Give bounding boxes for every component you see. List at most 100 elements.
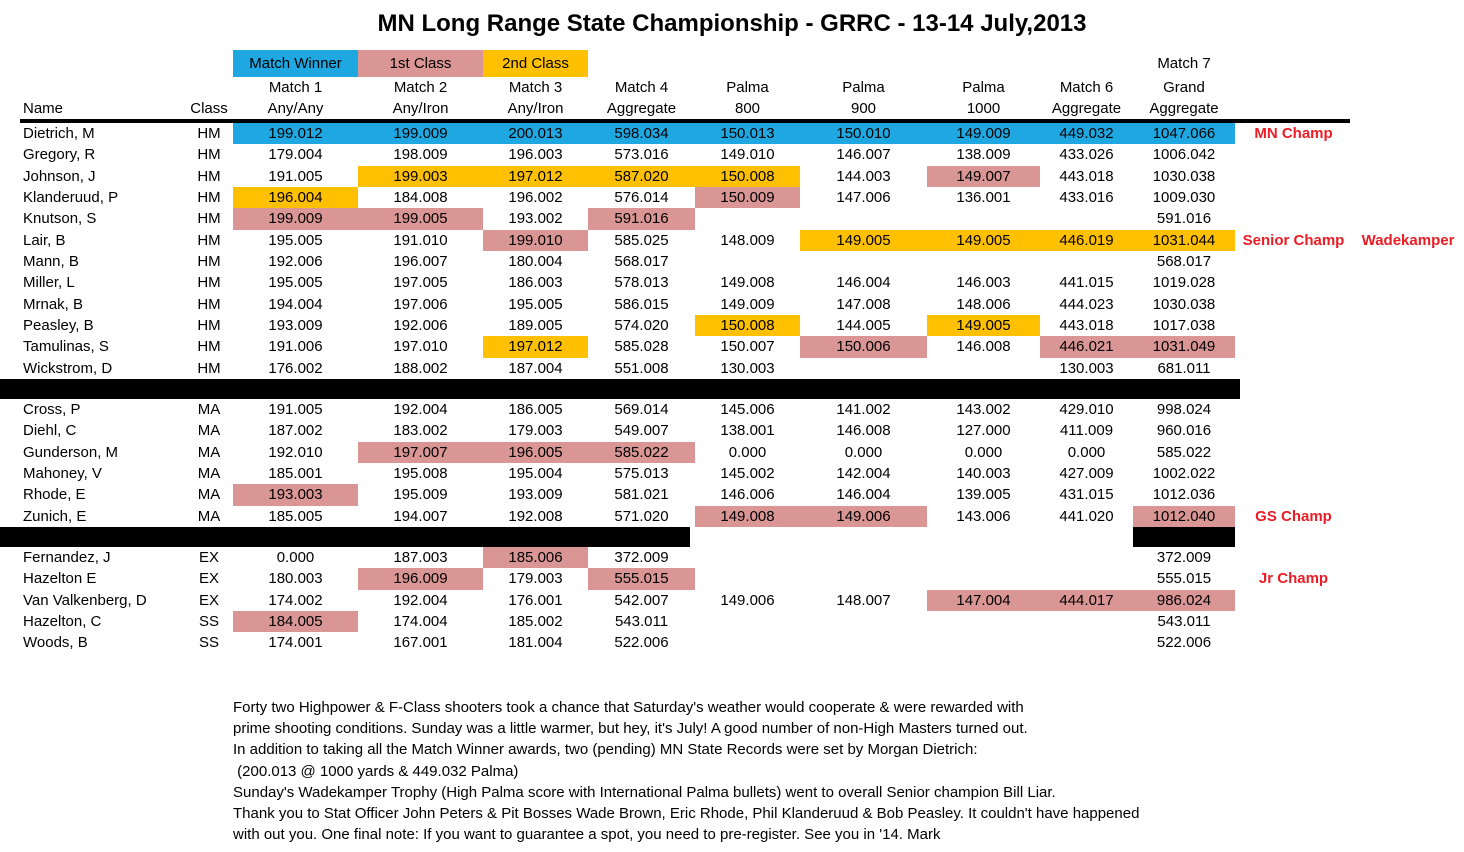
cell-score: 1012.040: [1133, 505, 1235, 527]
spacer: [1235, 144, 1352, 165]
cell-score: 446.019: [1040, 229, 1133, 251]
cell-score: [1040, 547, 1133, 568]
cell-score: 0.000: [728, 443, 767, 461]
cell-score: 200.013: [483, 123, 588, 145]
cell-score: 144.003: [836, 167, 891, 185]
cell-score: [800, 547, 927, 568]
table-row: Hazelton E EX 180.003 196.009 179.003 555.015…: [0, 568, 1464, 590]
cell-score: 192.004: [393, 591, 448, 609]
cell-score: 1002.022: [1152, 464, 1216, 482]
cell-class: HM: [197, 295, 221, 313]
cell-score: 191.005: [268, 400, 323, 418]
cell-score: [695, 632, 800, 653]
cell-score: 187.002: [268, 422, 323, 440]
cell-score: 148.007: [836, 591, 891, 609]
cell-shooter-name: Klanderuud, P: [23, 188, 119, 206]
cell-score: 196.004: [233, 186, 358, 209]
table-row: Woods, B SS 174.001 167.001 181.004 522.006 52…: [0, 632, 1464, 653]
cell-score: 585.028: [614, 338, 669, 356]
spacer: [1235, 336, 1352, 357]
footer-line: In addition to taking all the Match Winn…: [233, 741, 978, 759]
cell-score: 147.006: [836, 188, 891, 206]
column-header: Match 4: [614, 79, 669, 96]
table-row: Dietrich, M HM 199.012 199.009 200.013 598.03…: [0, 123, 1464, 145]
cell-score: 444.023: [1059, 295, 1114, 313]
cell-score: 549.007: [614, 422, 669, 440]
cell-score: 0.000: [276, 548, 315, 566]
cell-score: 130.003: [720, 359, 775, 377]
cell-score: 1009.030: [1152, 188, 1216, 206]
cell-score: 149.007: [927, 165, 1040, 187]
cell-shooter-name: Rhode, E: [23, 486, 86, 504]
cell-score: 197.012: [483, 165, 588, 187]
cell-score: [800, 611, 927, 632]
cell-shooter-name: Hazelton E: [23, 570, 97, 588]
spacer: [1352, 506, 1464, 527]
spacer: [588, 50, 695, 77]
cell-score: 199.010: [483, 229, 588, 251]
cell-score: 555.015: [1156, 570, 1212, 588]
column-header-match7-top: Match 7: [1157, 55, 1211, 72]
spacer: [1352, 208, 1464, 229]
cell-score: 174.004: [393, 612, 448, 630]
cell-class: HM: [197, 274, 221, 292]
column-header: Match 3: [508, 79, 563, 96]
cell-score: 150.006: [800, 336, 927, 358]
cell-score: 179.004: [268, 146, 323, 164]
cell-score: 186.003: [508, 274, 563, 292]
table-row: Mahoney, V MA 185.001 195.008 195.004 575.013…: [0, 463, 1464, 484]
cell-score: 571.020: [614, 507, 669, 525]
cell-score: 199.005: [358, 208, 483, 230]
cell-score: 149.008: [695, 505, 800, 527]
cell-class: MA: [197, 464, 221, 482]
cell-score: 199.003: [358, 165, 483, 187]
table-row: Klanderuud, P HM 196.004 184.008 196.002 576.…: [0, 186, 1464, 209]
spacer: [1352, 272, 1464, 293]
cell-score: 197.007: [358, 441, 483, 463]
cell-score: 179.003: [508, 570, 563, 588]
cell-score: [800, 568, 927, 589]
cell-score: 180.003: [268, 570, 323, 588]
cell-score: [927, 251, 1040, 272]
cell-score: 138.001: [720, 422, 775, 440]
cell-score: 199.009: [233, 208, 358, 230]
cell-shooter-name: Van Valkenberg, D: [23, 591, 147, 609]
champ-annotation: Jr Champ: [1258, 570, 1329, 588]
spacer: [1352, 420, 1464, 441]
cell-score: 429.010: [1059, 400, 1114, 418]
cell-score: 150.008: [695, 165, 800, 187]
page-title: MN Long Range State Championship - GRRC …: [377, 10, 1087, 37]
cell-score: [695, 251, 800, 272]
champ-annotation: Senior Champ: [1242, 231, 1345, 249]
spacer: [1235, 208, 1352, 229]
column-header: 1000: [966, 100, 1001, 117]
cell-score: 199.009: [358, 123, 483, 145]
cell-score: 146.004: [836, 274, 891, 292]
cell-shooter-name: Peasley, B: [23, 316, 94, 334]
cell-score: 192.006: [393, 316, 448, 334]
cell-score: 195.008: [393, 464, 448, 482]
cell-score: [800, 208, 927, 229]
cell-score: 146.003: [956, 274, 1011, 292]
spacer: [1235, 442, 1352, 463]
spacer: [1352, 251, 1464, 272]
results-table: Match Winner 1st Class 2nd Class Match 7 Mat…: [0, 50, 1464, 654]
spacer: [1352, 611, 1464, 632]
cell-score: 174.002: [268, 591, 323, 609]
spacer: [1352, 315, 1464, 336]
cell-score: 149.005: [927, 229, 1040, 251]
spacer: [1235, 399, 1352, 420]
spacer: [1352, 77, 1464, 98]
table-row: Rhode, E MA 193.003 195.009 193.009 581.021 14…: [0, 484, 1464, 506]
spacer: [1235, 77, 1352, 98]
table-row: Wickstrom, D HM 176.002 188.002 187.004 551.0…: [0, 358, 1464, 379]
cell-class: SS: [198, 634, 219, 652]
cell-score: 433.026: [1059, 146, 1114, 164]
cell-score: 143.006: [956, 507, 1011, 525]
cell-score: 1006.042: [1152, 146, 1216, 164]
cell-class: HM: [197, 167, 221, 185]
cell-score: 196.009: [358, 568, 483, 590]
cell-score: 149.009: [720, 295, 775, 313]
cell-score: [800, 251, 927, 272]
cell-shooter-name: Johnson, J: [23, 167, 96, 185]
